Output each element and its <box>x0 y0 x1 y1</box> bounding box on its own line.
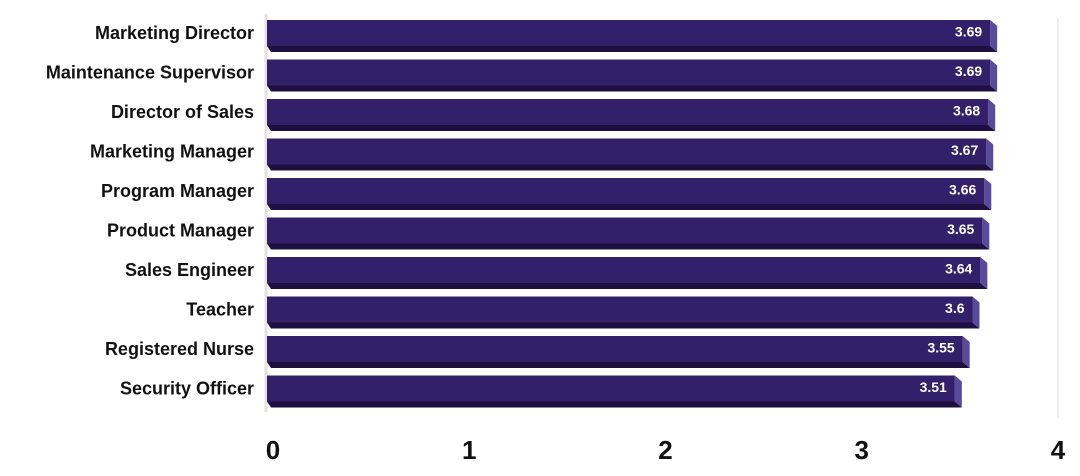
x-tick-label: 4 <box>1051 435 1066 465</box>
bar-bottom <box>267 125 996 131</box>
bar-front <box>267 20 991 46</box>
value-label: 3.69 <box>955 24 982 40</box>
y-tick-label: Teacher <box>186 299 254 319</box>
bar <box>267 217 990 250</box>
bar-side <box>984 178 992 210</box>
bar <box>267 375 962 408</box>
bar-side <box>982 217 990 250</box>
y-tick-label: Registered Nurse <box>105 339 254 359</box>
bar-side <box>986 138 994 171</box>
value-label: 3.55 <box>927 340 954 356</box>
x-tick-label: 1 <box>462 435 476 465</box>
bar-front <box>267 375 955 402</box>
bar-front <box>267 99 989 125</box>
bar-side <box>990 59 998 92</box>
bar-side <box>988 99 996 131</box>
y-tick-label: Marketing Director <box>95 23 254 43</box>
x-tick-label: 0 <box>266 435 280 465</box>
bar-front <box>267 296 973 323</box>
y-tick-label: Director of Sales <box>111 102 254 122</box>
value-label: 3.51 <box>920 379 947 395</box>
value-label: 3.67 <box>951 142 978 158</box>
bar-bottom <box>267 362 970 368</box>
x-tick-label: 3 <box>855 435 869 465</box>
bar-side <box>972 296 980 329</box>
y-tick-label: Product Manager <box>107 220 254 240</box>
bar-bottom <box>267 322 980 329</box>
bar <box>267 336 970 368</box>
bar-side <box>990 20 998 52</box>
y-tick-label: Marketing Manager <box>90 141 254 161</box>
bar-front <box>267 257 981 283</box>
bar-bottom <box>267 243 990 250</box>
value-label: 3.6 <box>945 300 965 316</box>
y-tick-label: Maintenance Supervisor <box>46 62 254 82</box>
bar-bottom <box>267 401 962 408</box>
bar <box>267 59 998 92</box>
y-tick-label: Security Officer <box>120 378 254 398</box>
bar-bottom <box>267 204 992 210</box>
bar <box>267 99 996 131</box>
bar-bottom <box>267 85 998 92</box>
bar-bottom <box>267 283 988 289</box>
bar-front <box>267 336 963 362</box>
bar <box>267 178 992 210</box>
bar-side <box>980 257 988 289</box>
value-label: 3.68 <box>953 103 980 119</box>
bar-front <box>267 138 987 165</box>
y-tick-label: Sales Engineer <box>125 260 254 280</box>
bar-side <box>962 336 970 368</box>
bar <box>267 257 988 289</box>
y-tick-label: Program Manager <box>101 181 254 201</box>
bar-front <box>267 217 983 244</box>
value-label: 3.66 <box>949 182 976 198</box>
bar-front <box>267 59 991 86</box>
bar-side <box>954 375 962 408</box>
bar <box>267 138 994 171</box>
value-label: 3.65 <box>947 221 974 237</box>
bar <box>267 296 980 329</box>
bar <box>267 20 998 52</box>
value-label: 3.69 <box>955 63 982 79</box>
bar-front <box>267 178 985 204</box>
value-label: 3.64 <box>945 261 972 277</box>
bar-bottom <box>267 46 998 52</box>
bar-bottom <box>267 164 994 171</box>
x-tick-label: 2 <box>658 435 672 465</box>
